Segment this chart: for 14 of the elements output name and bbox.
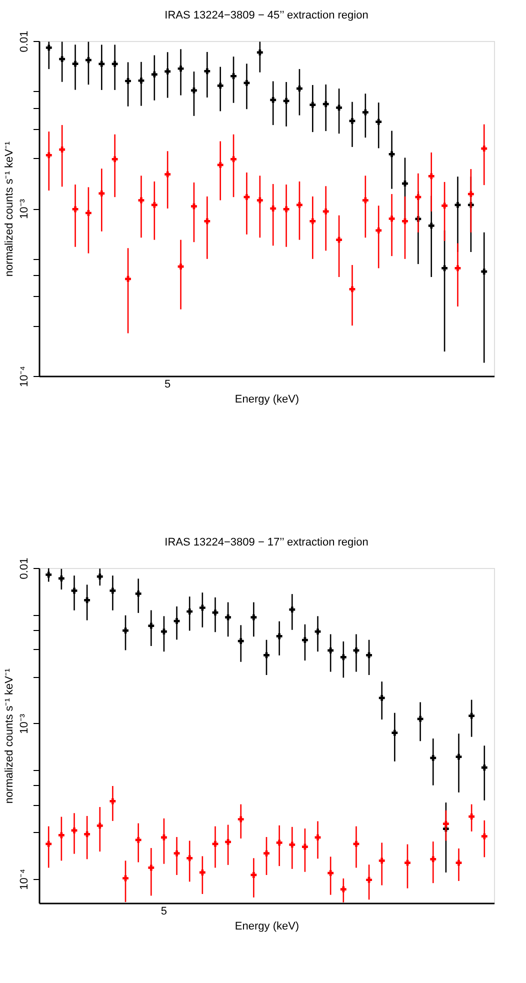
x-tick-label: 5 — [160, 906, 168, 918]
y-axis-title: normalized counts s⁻¹ keV⁻¹ — [4, 141, 16, 277]
y-tick-label: 10⁻³ — [18, 198, 30, 219]
chart-title: IRAS 13224−3809 − 45’’ extraction region — [164, 9, 368, 22]
x-axis-title: Energy (keV) — [234, 920, 300, 932]
y-tick-label: 10⁻⁴ — [18, 868, 30, 890]
y-axis-title: normalized counts s⁻¹ keV⁻¹ — [4, 668, 16, 804]
y-tick-label: 10⁻⁴ — [18, 366, 30, 387]
chart-title: IRAS 13224−3809 − 17’’ extraction region — [164, 536, 368, 548]
x-tick-label: 5 — [164, 378, 171, 390]
y-tick-label: 0.01 — [18, 558, 30, 580]
y-tick-label: 10⁻³ — [18, 714, 30, 734]
x-axis-title: Energy (keV) — [234, 394, 300, 406]
y-tick-label: 0.01 — [18, 30, 30, 52]
